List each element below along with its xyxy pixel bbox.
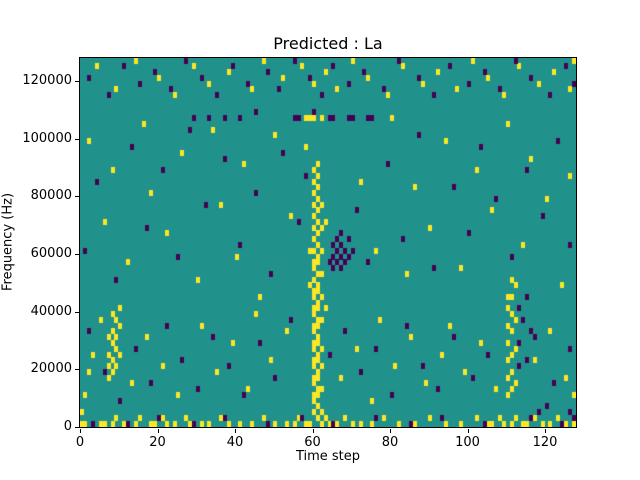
- x-tick-label: 100: [455, 435, 480, 450]
- y-tick-label: 100000: [22, 130, 72, 146]
- y-tick-label: 20000: [30, 361, 72, 377]
- y-tick-label: 0: [63, 419, 72, 434]
- y-axis-label: Frequency (Hz): [0, 192, 16, 292]
- x-tick-mark: [235, 429, 236, 433]
- heatmap-canvas: [80, 58, 576, 427]
- y-tick-label: 60000: [30, 246, 72, 262]
- x-tick-mark: [467, 429, 469, 433]
- x-tick-label: 40: [226, 435, 244, 450]
- x-tick-mark: [312, 429, 314, 433]
- chart-title: Predicted : La: [273, 34, 383, 53]
- x-tick-mark: [390, 429, 391, 433]
- x-tick-mark: [157, 429, 159, 433]
- y-tick-mark: [75, 369, 79, 371]
- x-tick-label: 60: [304, 435, 321, 450]
- y-tick-mark: [75, 196, 79, 198]
- x-tick-label: 0: [75, 435, 85, 450]
- y-tick-label: 120000: [22, 73, 72, 89]
- y-tick-mark: [75, 81, 79, 83]
- plot-area: [79, 57, 577, 428]
- x-tick-label: 20: [149, 435, 166, 450]
- x-tick-mark: [545, 429, 546, 433]
- y-tick-label: 40000: [30, 303, 72, 319]
- y-tick-mark: [75, 254, 79, 256]
- y-tick-label: 80000: [30, 188, 72, 204]
- x-tick-label: 80: [381, 435, 399, 450]
- x-tick-label: 120: [532, 435, 558, 450]
- x-axis-label: Time step: [295, 449, 361, 464]
- y-tick-mark: [75, 138, 79, 140]
- x-tick-mark: [80, 429, 81, 433]
- y-tick-mark: [75, 311, 79, 313]
- y-tick-mark: [75, 427, 79, 428]
